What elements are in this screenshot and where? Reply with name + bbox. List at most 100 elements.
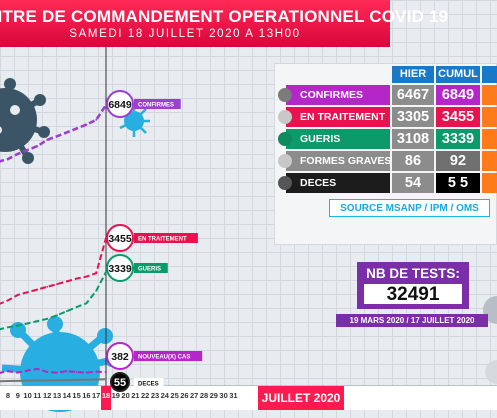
callout-value: 3339: [108, 263, 132, 275]
x-tick-label: 16: [82, 391, 90, 400]
callout-value: 382: [111, 351, 129, 363]
callout-tag-bg: [134, 263, 168, 273]
column-header-hier: HIER: [392, 66, 434, 83]
x-tick-label: 25: [170, 391, 178, 400]
x-tick-label: 12: [43, 391, 51, 400]
tests-period: 19 MARS 2020 / 17 JUILLET 2020: [336, 314, 488, 327]
data-point: [7, 380, 9, 382]
x-tick-label: 11: [33, 391, 41, 400]
cell-extra: [482, 173, 497, 193]
data-point: [46, 138, 49, 141]
header-banner: NTRE DE COMMANDEMENT OPERATIONNEL COVID …: [0, 0, 448, 47]
tests-title: NB DE TESTS:: [366, 266, 460, 281]
data-point: [7, 326, 9, 329]
data-point: [26, 379, 29, 382]
cell-extra: [482, 151, 497, 171]
data-point: [75, 379, 78, 381]
callout-bubble: [106, 224, 134, 252]
cell-cumul: 5 5: [436, 173, 480, 193]
source-label: SOURCE MSANP / IPM / OMS: [329, 199, 490, 217]
data-point: [105, 271, 107, 273]
callout-value: 55: [114, 377, 126, 389]
data-point: [26, 149, 29, 151]
column-header-cumul: CUMUL: [436, 66, 480, 83]
row-label: FORMES GRAVES: [300, 155, 392, 167]
data-point: [16, 380, 19, 382]
x-tick-label: 30: [219, 391, 227, 400]
data-point: [46, 379, 49, 382]
data-point: [56, 371, 58, 374]
callouts: 6849 CONFIRMES 3455 EN TRAITEMENT 3339 GUERIS…: [106, 90, 203, 392]
data-point: [85, 371, 88, 374]
callout-tag-bg: [134, 99, 181, 109]
data-point: [36, 379, 39, 382]
x-tick-label: 21: [131, 391, 139, 400]
row-label: CONFIRMES: [300, 89, 363, 101]
x-tick-highlight: [101, 386, 111, 410]
data-point: [7, 370, 9, 373]
data-point: [26, 369, 29, 372]
callout-tag-bg: [134, 378, 164, 388]
virus-icon-small: [119, 104, 150, 137]
data-point: [46, 285, 49, 288]
row-label-bar: DECES: [286, 173, 390, 193]
series-line: [0, 237, 107, 305]
data-point: [105, 371, 107, 373]
x-axis-band: [0, 386, 497, 410]
callout-value: 3455: [108, 233, 132, 245]
cell-cumul: 3339: [436, 129, 480, 149]
callout-tag: GUERIS: [138, 267, 161, 273]
data-point: [16, 153, 19, 155]
data-point: [95, 119, 98, 121]
data-point: [75, 306, 78, 308]
x-tick-label: 27: [190, 391, 198, 400]
callout-tag-bg: [134, 351, 203, 361]
data-point: [46, 317, 49, 320]
x-tick-label: 23: [151, 391, 159, 400]
data-point: [16, 371, 19, 374]
data-point: [36, 145, 39, 148]
row-label: EN TRAITEMENT: [300, 111, 386, 123]
data-point: [95, 290, 98, 292]
cell-extra: [482, 85, 497, 105]
data-point: [65, 280, 68, 283]
data-point: [7, 158, 9, 160]
tests-value: 32491: [364, 284, 462, 305]
x-tick-label: 19: [112, 391, 120, 400]
cell-hier: 54: [392, 173, 434, 193]
row-label: GUERIS: [300, 133, 341, 145]
tests-box: NB DE TESTS: 32491: [357, 262, 469, 309]
data-point: [65, 131, 68, 134]
data-point: [75, 127, 78, 130]
data-point: [95, 272, 98, 275]
data-point: [85, 275, 88, 278]
data-point: [36, 288, 39, 291]
data-point: [56, 135, 58, 138]
row-label-bar: FORMES GRAVES: [286, 151, 392, 171]
header-title: NTRE DE COMMANDEMENT OPERATIONNEL COVID …: [0, 7, 449, 26]
callout-tag: DECES: [138, 382, 159, 388]
data-point: [85, 302, 88, 305]
data-point: [56, 283, 58, 285]
cell-cumul: 6849: [436, 85, 480, 105]
data-point: [85, 378, 88, 381]
column-header-extra: [482, 66, 497, 83]
row-bullet-icon: [278, 154, 292, 168]
x-tick-label: 8: [6, 391, 10, 400]
cell-hier: 86: [392, 151, 434, 171]
x-tick-label: 13: [53, 391, 61, 400]
cell-extra: [482, 107, 497, 127]
data-point: [36, 368, 39, 370]
virus-icon-grey-2: [485, 360, 497, 384]
data-point: [65, 310, 68, 313]
x-tick-label: 22: [141, 391, 149, 400]
callout-bubble: [106, 90, 134, 118]
data-point: [75, 371, 78, 373]
cell-cumul: 92: [436, 151, 480, 171]
data-point: [36, 320, 39, 322]
x-tick-label: 9: [16, 391, 20, 400]
cell-hier: 3305: [392, 107, 434, 127]
x-tick-label: 20: [121, 391, 129, 400]
series-line: [0, 104, 108, 163]
